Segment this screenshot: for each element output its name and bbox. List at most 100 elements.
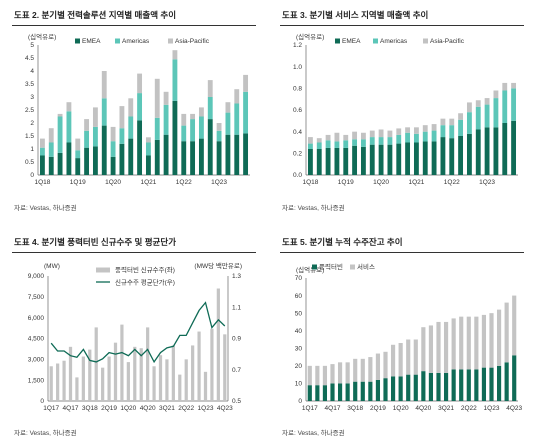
bar-segment — [422, 141, 428, 175]
y-tick-label: 1,500 — [28, 377, 45, 384]
legend-swatch — [423, 38, 428, 44]
bar-segment — [154, 117, 160, 140]
bar-segment — [119, 128, 125, 144]
x-tick-label: 2Q22 — [461, 405, 477, 412]
bar-segment — [66, 111, 72, 143]
bar-segment — [225, 102, 231, 113]
bar-segment — [405, 132, 411, 143]
bar-segment — [413, 142, 419, 175]
bar-segment — [360, 146, 366, 175]
y-tick-label: 0.5 — [25, 159, 34, 166]
y-tick-label: 60 — [295, 293, 303, 300]
bar-segment — [234, 103, 240, 135]
bar — [210, 328, 214, 401]
y2-tick-label: 1.3 — [232, 273, 241, 280]
legend-label: Asia-Pacific — [430, 38, 465, 45]
fig4-title-rule — [280, 252, 524, 253]
fig1-source: 자료: Vestas, 하나증권 — [14, 205, 77, 212]
fig4-source: 자료: Vestas, 하나증권 — [282, 430, 345, 437]
x-tick-label: 4Q23 — [217, 405, 233, 412]
bar-segment — [207, 119, 213, 175]
chart-turbine-orders: (MW) (MW당 백만유로) 0 1,500 3,000 4,500 6,000 7,500… — [28, 261, 242, 412]
bar-segment — [163, 91, 169, 105]
bar-segment — [504, 302, 509, 363]
bar-segment — [413, 133, 419, 143]
bar-segment — [489, 313, 494, 368]
bar-segment — [84, 147, 90, 175]
bar-segment — [66, 102, 72, 112]
bar-segment — [316, 149, 322, 175]
bar-segment — [398, 376, 403, 401]
y-tick-label: 50 — [295, 310, 303, 317]
bar — [184, 359, 188, 401]
x-tick-label: 3Q21 — [438, 405, 454, 412]
bar-segment — [352, 139, 358, 146]
bar-segment — [345, 362, 350, 384]
bar-segment — [322, 365, 328, 386]
bar — [133, 346, 137, 401]
bar-segment — [390, 376, 396, 401]
bar-segment — [343, 140, 349, 148]
bar-segment — [181, 113, 187, 126]
bar-segment — [421, 327, 426, 372]
bar-segment — [496, 365, 502, 401]
bar-segment — [48, 156, 54, 175]
line-series — [50, 301, 226, 364]
bar-segment — [431, 124, 437, 131]
bar-segment — [190, 141, 196, 175]
bar-segment — [375, 379, 381, 401]
bar-segment — [440, 137, 446, 175]
bar — [120, 324, 124, 401]
y-tick-label: 4,500 — [28, 336, 45, 343]
bar-segment — [172, 50, 178, 60]
bar — [165, 359, 169, 401]
bar-segment — [315, 365, 320, 386]
bar-segment — [443, 372, 449, 401]
legend-label: EMEA — [342, 38, 361, 45]
x-tick-label: 1Q21 — [408, 179, 424, 186]
bar-segment — [511, 120, 517, 175]
bar-segment — [154, 78, 160, 118]
bar-segment — [512, 295, 517, 356]
bar-segment — [481, 314, 487, 368]
legend-label: 풍력터빈 신규수주(좌) — [115, 265, 175, 274]
bar-segment — [428, 372, 434, 401]
bar-segment — [307, 143, 313, 149]
bar-segment — [243, 133, 249, 175]
legend-swatch — [312, 264, 317, 270]
bar — [56, 363, 60, 401]
bar-segment — [225, 112, 231, 135]
bar-segment — [101, 98, 107, 126]
legend-swatch — [75, 38, 80, 44]
bar-segment — [466, 102, 472, 113]
legend-label: EMEA — [82, 38, 101, 45]
bar-segment — [474, 316, 479, 370]
bar-segment — [466, 369, 471, 401]
bar-segment — [353, 381, 358, 401]
x-tick-label: 1Q18 — [302, 179, 318, 186]
bar-segment — [48, 142, 54, 157]
bar-segment — [443, 321, 449, 373]
bar-segment — [307, 365, 312, 386]
bar-segment — [489, 367, 494, 401]
y-tick-label: 0.6 — [293, 107, 302, 114]
fig1-title-rule — [12, 25, 256, 26]
bar-segment — [315, 385, 320, 401]
y2-tick-label: 0.9 — [232, 336, 241, 343]
y-tick-label: 9,000 — [28, 273, 45, 280]
bar-segment — [57, 113, 63, 117]
bar-segment — [405, 142, 411, 175]
bar-segment — [459, 316, 464, 370]
y-tick-label: 20 — [295, 363, 303, 370]
bar — [197, 331, 201, 401]
chart-service-revenue: (십억유로) 0.0 0.2 0.4 0.6 0.8 1.0 1.2 1Q18 1Q19 1Q20 1… — [293, 32, 518, 186]
bar-segment — [368, 357, 373, 382]
bar — [81, 356, 85, 401]
y-axis-label: (십억유로) — [296, 32, 324, 41]
legend-swatch — [115, 38, 120, 44]
x-tick-label: 4Q17 — [325, 405, 341, 412]
bar-segment — [198, 107, 204, 117]
bar-segment — [466, 133, 472, 175]
y-tick-label: 5 — [30, 42, 34, 49]
bar-segment — [502, 90, 508, 123]
